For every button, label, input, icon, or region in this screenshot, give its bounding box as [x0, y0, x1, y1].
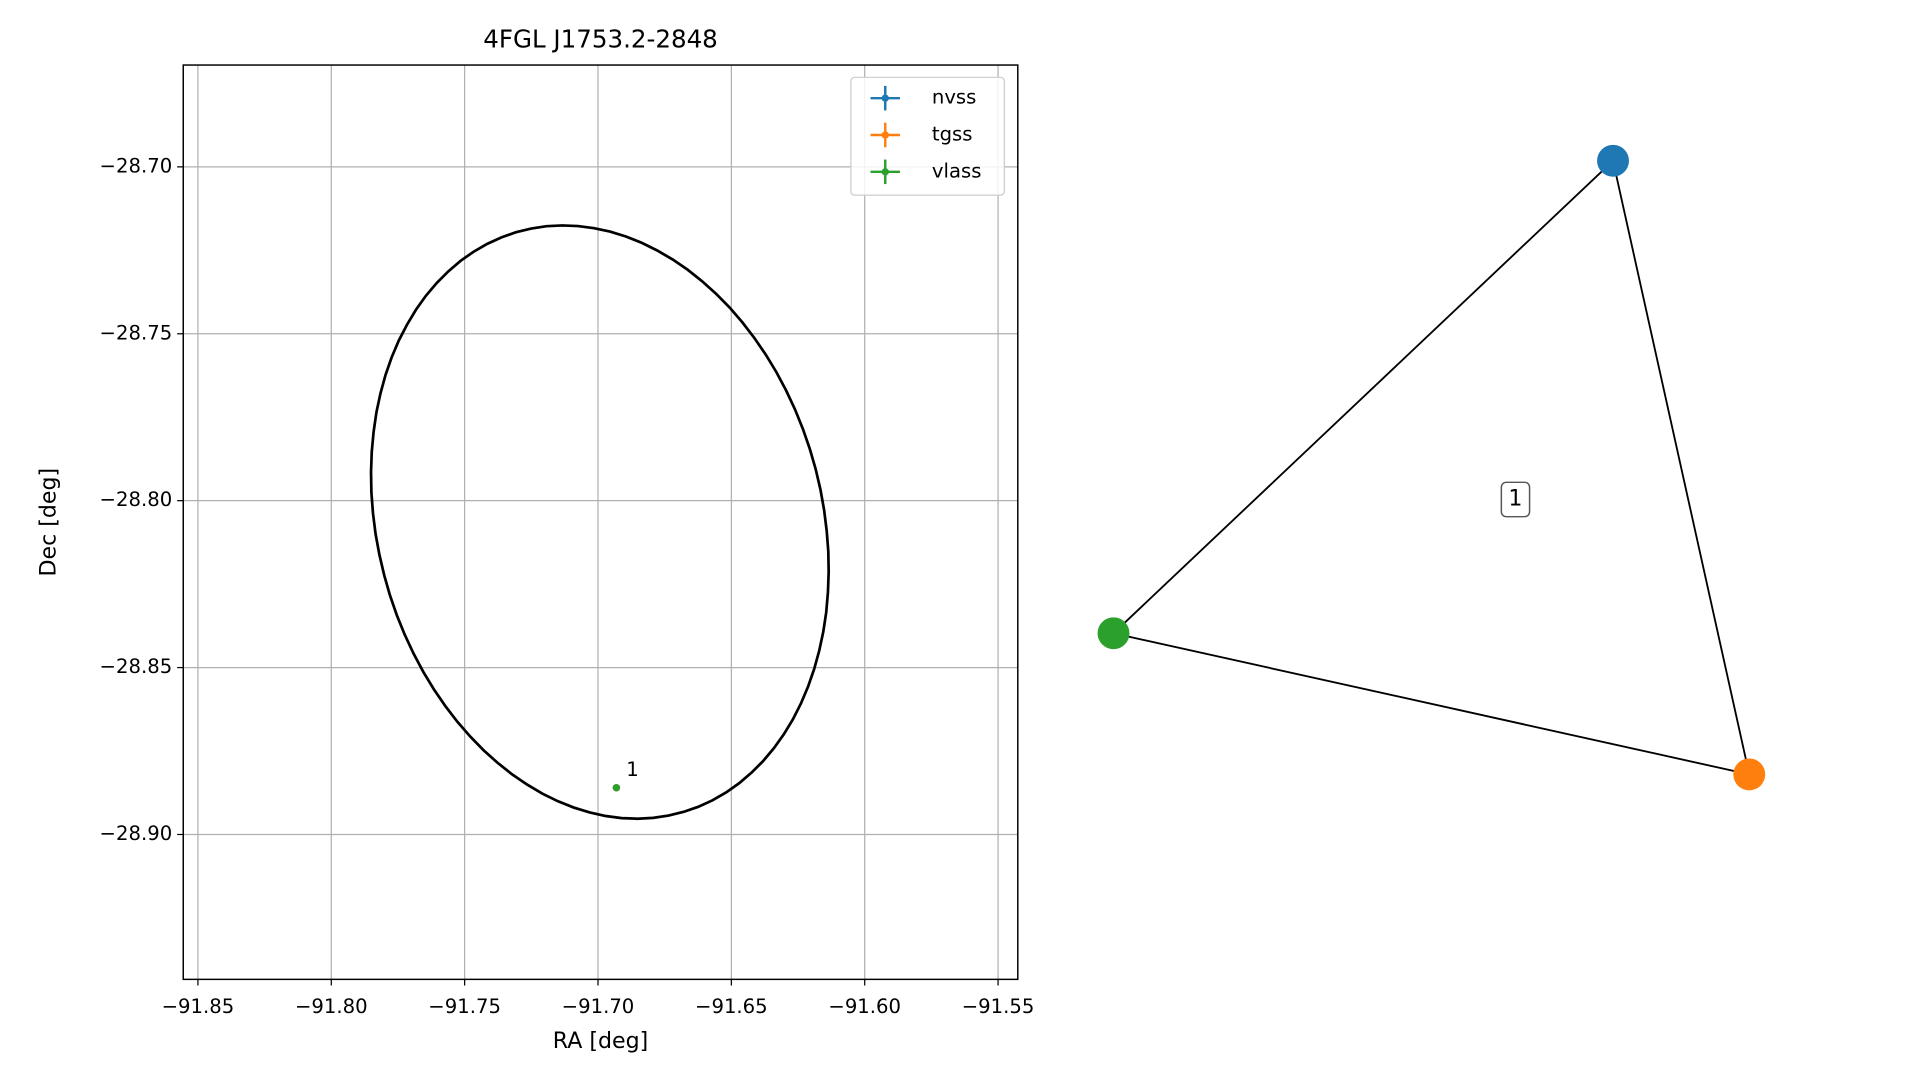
legend-label: nvss: [932, 86, 977, 109]
legend-marker: [881, 168, 889, 176]
edge-label-box: [1500, 481, 1531, 518]
y-tick-label: −28.85: [100, 655, 173, 678]
x-tick-label: −91.80: [295, 995, 368, 1018]
node: [1097, 617, 1130, 650]
y-tick-label: −28.80: [100, 488, 173, 511]
legend-label: tgss: [932, 123, 973, 146]
x-tick-label: −91.65: [695, 995, 768, 1018]
legend-marker: [881, 94, 889, 102]
legend-marker: [881, 131, 889, 139]
y-tick-label: −28.90: [100, 822, 173, 845]
edge: [1612, 160, 1751, 775]
edge: [1112, 160, 1614, 634]
edge-label: 1: [1508, 486, 1522, 512]
legend-box: [850, 76, 1005, 196]
x-tick-label: −91.55: [962, 995, 1035, 1018]
y-tick-label: −28.75: [100, 321, 173, 344]
plot-frame: [182, 64, 1019, 981]
node: [1597, 144, 1629, 177]
legend-label: vlass: [932, 159, 982, 182]
annotation: 1: [626, 758, 639, 781]
x-tick-label: −91.85: [162, 995, 235, 1018]
x-tick-label: −91.70: [562, 995, 635, 1018]
node: [1733, 758, 1766, 791]
ellipse: [369, 224, 831, 821]
chart-title: 4FGL J1753.2-2848: [483, 25, 718, 54]
x-tick-label: −91.60: [828, 995, 901, 1018]
edge: [1113, 632, 1750, 776]
x-tick-label: −91.75: [428, 995, 501, 1018]
data-point: [612, 784, 621, 792]
x-axis-label: RA [deg]: [553, 1028, 648, 1054]
y-tick-label: −28.70: [100, 154, 173, 177]
y-axis-label: Dec [deg]: [35, 468, 61, 577]
